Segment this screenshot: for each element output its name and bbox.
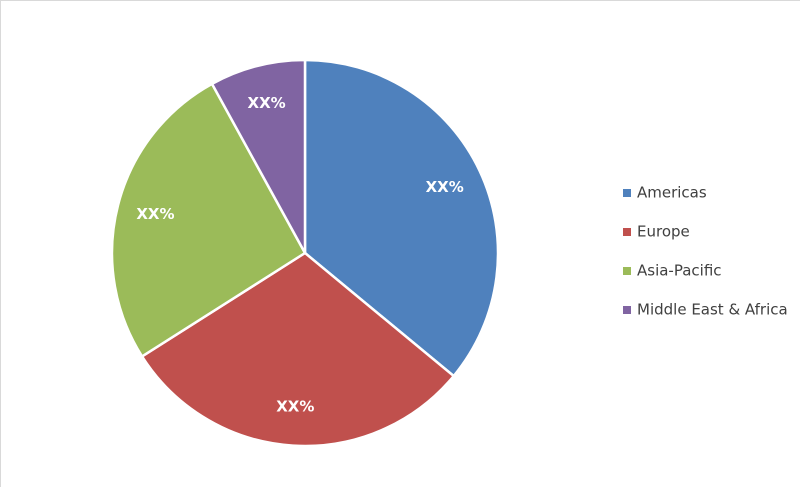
value-label: XX% [426, 178, 464, 196]
pie-slice [303, 58, 500, 378]
legend-label: Americas [637, 184, 707, 202]
legend-label: Middle East & Africa [637, 301, 788, 319]
value-label: XX% [248, 94, 286, 112]
legend-label: Asia-Pacific [637, 262, 722, 280]
pie-slice [210, 58, 307, 254]
legend: Americas Europe Asia-Pacific Middle East & … [623, 184, 788, 319]
legend-swatch [623, 306, 631, 314]
pie-slice [140, 251, 456, 448]
pie-slice [110, 82, 307, 359]
value-label: XX% [136, 205, 174, 223]
legend-swatch [623, 228, 631, 236]
legend-swatch [623, 189, 631, 197]
value-label: XX% [276, 398, 314, 416]
legend-swatch [623, 267, 631, 275]
legend-label: Europe [637, 223, 690, 241]
pie: XX% XX% XX% XX% [110, 58, 500, 448]
